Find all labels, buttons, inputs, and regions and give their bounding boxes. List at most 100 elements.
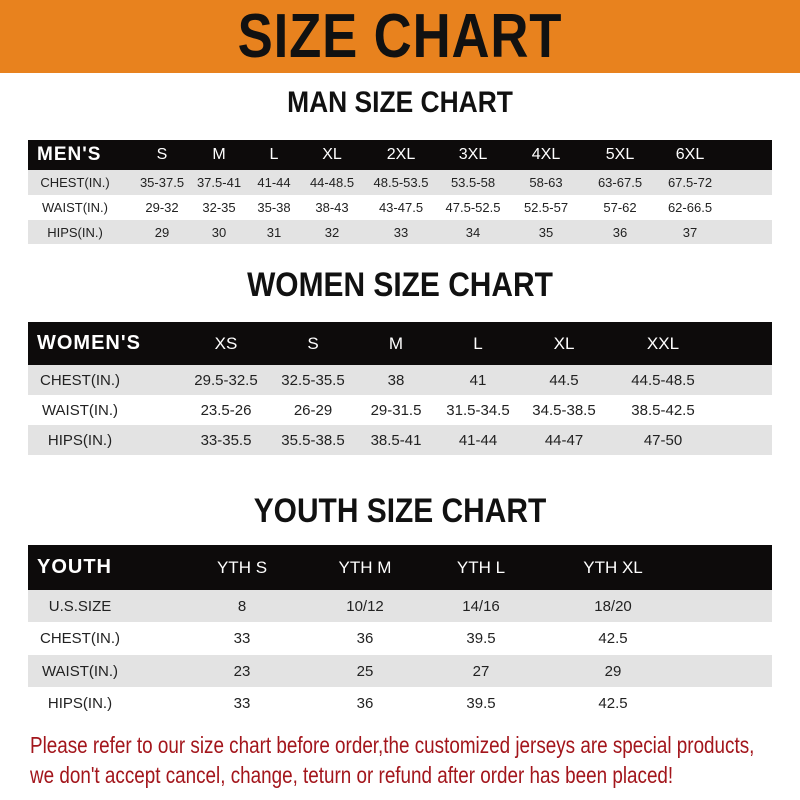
- size-header-cell: 5XL: [605, 146, 635, 163]
- youth-section-title: YOUTH SIZE CHART: [253, 492, 547, 530]
- size-header-cell: L: [473, 333, 483, 353]
- value-cell: 38-43: [315, 200, 349, 215]
- value-cell: 67.5-72: [667, 175, 713, 190]
- value-cell: 48.5-53.5: [373, 175, 429, 190]
- size-header-cell: S: [307, 333, 319, 353]
- value-cell: 34: [465, 224, 481, 240]
- value-cell: 52.5-57: [523, 200, 569, 215]
- size-header-cell: YTH S: [216, 557, 268, 577]
- value-cell: 62-66.5: [667, 200, 713, 215]
- table-title-cell: WOMEN'S: [37, 332, 141, 354]
- table-row: WAIST(IN.) 23 25 27 29: [28, 655, 772, 687]
- value-cell: 41: [469, 371, 487, 389]
- measure-label-cell: CHEST(IN.): [40, 371, 120, 389]
- value-cell: 57-62: [603, 200, 637, 215]
- value-cell: 30: [211, 224, 227, 240]
- value-cell: 29.5-32.5: [194, 371, 258, 389]
- value-cell: 44.5-48.5: [631, 371, 695, 389]
- table-header-row: YOUTH YTH S YTH M YTH L YTH XL: [28, 545, 772, 590]
- value-cell: 36: [356, 694, 374, 712]
- men-size-table: MEN'S S M L XL 2XL 3XL 4XL 5XL 6XL CHEST(IN.) 35-37…: [28, 140, 772, 244]
- value-cell: 34.5-38.5: [532, 401, 596, 419]
- value-cell: 37: [682, 224, 698, 240]
- value-cell: 26-29: [293, 401, 333, 419]
- table-title-cell: MEN'S: [37, 144, 102, 165]
- youth-size-table: YOUTH YTH S YTH M YTH L YTH XL U.S.SIZE 8 10/12…: [28, 545, 772, 719]
- table-header-row: WOMEN'S XS S M L XL XXL: [28, 322, 772, 365]
- measure-label-cell: HIPS(IN.): [47, 431, 113, 449]
- value-cell: 41-44: [257, 175, 291, 190]
- table-row: CHEST(IN.) 33 36 39.5 42.5: [28, 622, 772, 655]
- size-header-cell: M: [388, 333, 404, 353]
- table-row: U.S.SIZE 8 10/12 14/16 18/20: [28, 590, 772, 622]
- size-header-cell: L: [269, 146, 279, 163]
- value-cell: 31: [266, 224, 282, 240]
- measure-label-cell: HIPS(IN.): [47, 694, 113, 712]
- value-cell: 29: [604, 662, 622, 680]
- table-header-row: MEN'S S M L XL 2XL 3XL 4XL 5XL 6XL: [28, 140, 772, 170]
- measure-label-cell: WAIST(IN.): [42, 200, 108, 215]
- size-header-cell: YTH M: [338, 557, 392, 577]
- value-cell: 23.5-26: [200, 401, 252, 419]
- value-cell: 33: [393, 224, 409, 240]
- value-cell: 44.5: [549, 371, 579, 389]
- value-cell: 38.5-41: [370, 431, 422, 449]
- value-cell: 29-32: [145, 200, 179, 215]
- table-row: HIPS(IN.) 33-35.5 35.5-38.5 38.5-41 41-44 44-…: [28, 425, 772, 455]
- value-cell: 32-35: [202, 200, 236, 215]
- value-cell: 33-35.5: [200, 431, 252, 449]
- size-header-cell: 6XL: [675, 146, 705, 163]
- value-cell: 8: [237, 597, 247, 615]
- table-row: CHEST(IN.) 29.5-32.5 32.5-35.5 38 41 44.5 44.5…: [28, 365, 772, 395]
- size-header-cell: XL: [322, 146, 342, 163]
- table-row: HIPS(IN.) 33 36 39.5 42.5: [28, 687, 772, 719]
- value-cell: 32.5-35.5: [281, 371, 345, 389]
- value-cell: 44-48.5: [309, 175, 355, 190]
- banner-title: SIZE CHART: [237, 2, 563, 71]
- value-cell: 42.5: [598, 694, 628, 712]
- table-row: WAIST(IN.) 23.5-26 26-29 29-31.5 31.5-34.5 34…: [28, 395, 772, 425]
- notice-line-2: we don't accept cancel, change, teturn o…: [30, 762, 674, 788]
- value-cell: 23: [233, 662, 251, 680]
- table-title-cell: YOUTH: [37, 556, 112, 578]
- banner: SIZE CHART: [0, 0, 800, 73]
- value-cell: 58-63: [529, 175, 563, 190]
- value-cell: 35.5-38.5: [281, 431, 345, 449]
- value-cell: 43-47.5: [378, 200, 424, 215]
- value-cell: 18/20: [594, 597, 632, 615]
- value-cell: 42.5: [598, 630, 628, 647]
- value-cell: 37.5-41: [196, 175, 242, 190]
- size-header-cell: XL: [553, 333, 575, 353]
- value-cell: 10/12: [346, 597, 384, 615]
- value-cell: 29-31.5: [370, 401, 422, 419]
- value-cell: 36: [356, 630, 374, 647]
- value-cell: 53.5-58: [450, 175, 496, 190]
- men-section-title: MAN SIZE CHART: [287, 86, 513, 119]
- value-cell: 39.5: [466, 630, 496, 647]
- value-cell: 36: [612, 224, 628, 240]
- value-cell: 32: [324, 224, 340, 240]
- value-cell: 44-47: [544, 431, 584, 449]
- value-cell: 38: [387, 371, 405, 389]
- value-cell: 35: [538, 224, 554, 240]
- women-size-table: WOMEN'S XS S M L XL XXL CHEST(IN.) 29.5-32.5 32.5…: [28, 322, 772, 455]
- measure-label-cell: U.S.SIZE: [48, 597, 112, 615]
- value-cell: 29: [154, 224, 170, 240]
- measure-label-cell: WAIST(IN.): [41, 401, 119, 419]
- size-header-cell: 2XL: [386, 146, 416, 163]
- size-header-cell: 4XL: [531, 146, 561, 163]
- size-header-cell: YTH L: [456, 557, 506, 577]
- notice-line-1: Please refer to our size chart before or…: [30, 732, 755, 758]
- size-header-cell: 3XL: [458, 146, 488, 163]
- measure-label-cell: CHEST(IN.): [40, 630, 120, 647]
- value-cell: 33: [233, 694, 251, 712]
- value-cell: 41-44: [458, 431, 498, 449]
- size-header-cell: YTH XL: [583, 557, 643, 577]
- size-header-cell: XS: [214, 333, 238, 353]
- table-row: CHEST(IN.) 35-37.5 37.5-41 41-44 44-48.5 48.5…: [28, 170, 772, 195]
- value-cell: 31.5-34.5: [446, 401, 510, 419]
- value-cell: 35-38: [257, 200, 291, 215]
- table-row: HIPS(IN.) 29 30 31 32 33 34 35 36 37: [28, 220, 772, 244]
- value-cell: 63-67.5: [597, 175, 643, 190]
- value-cell: 33: [233, 630, 251, 647]
